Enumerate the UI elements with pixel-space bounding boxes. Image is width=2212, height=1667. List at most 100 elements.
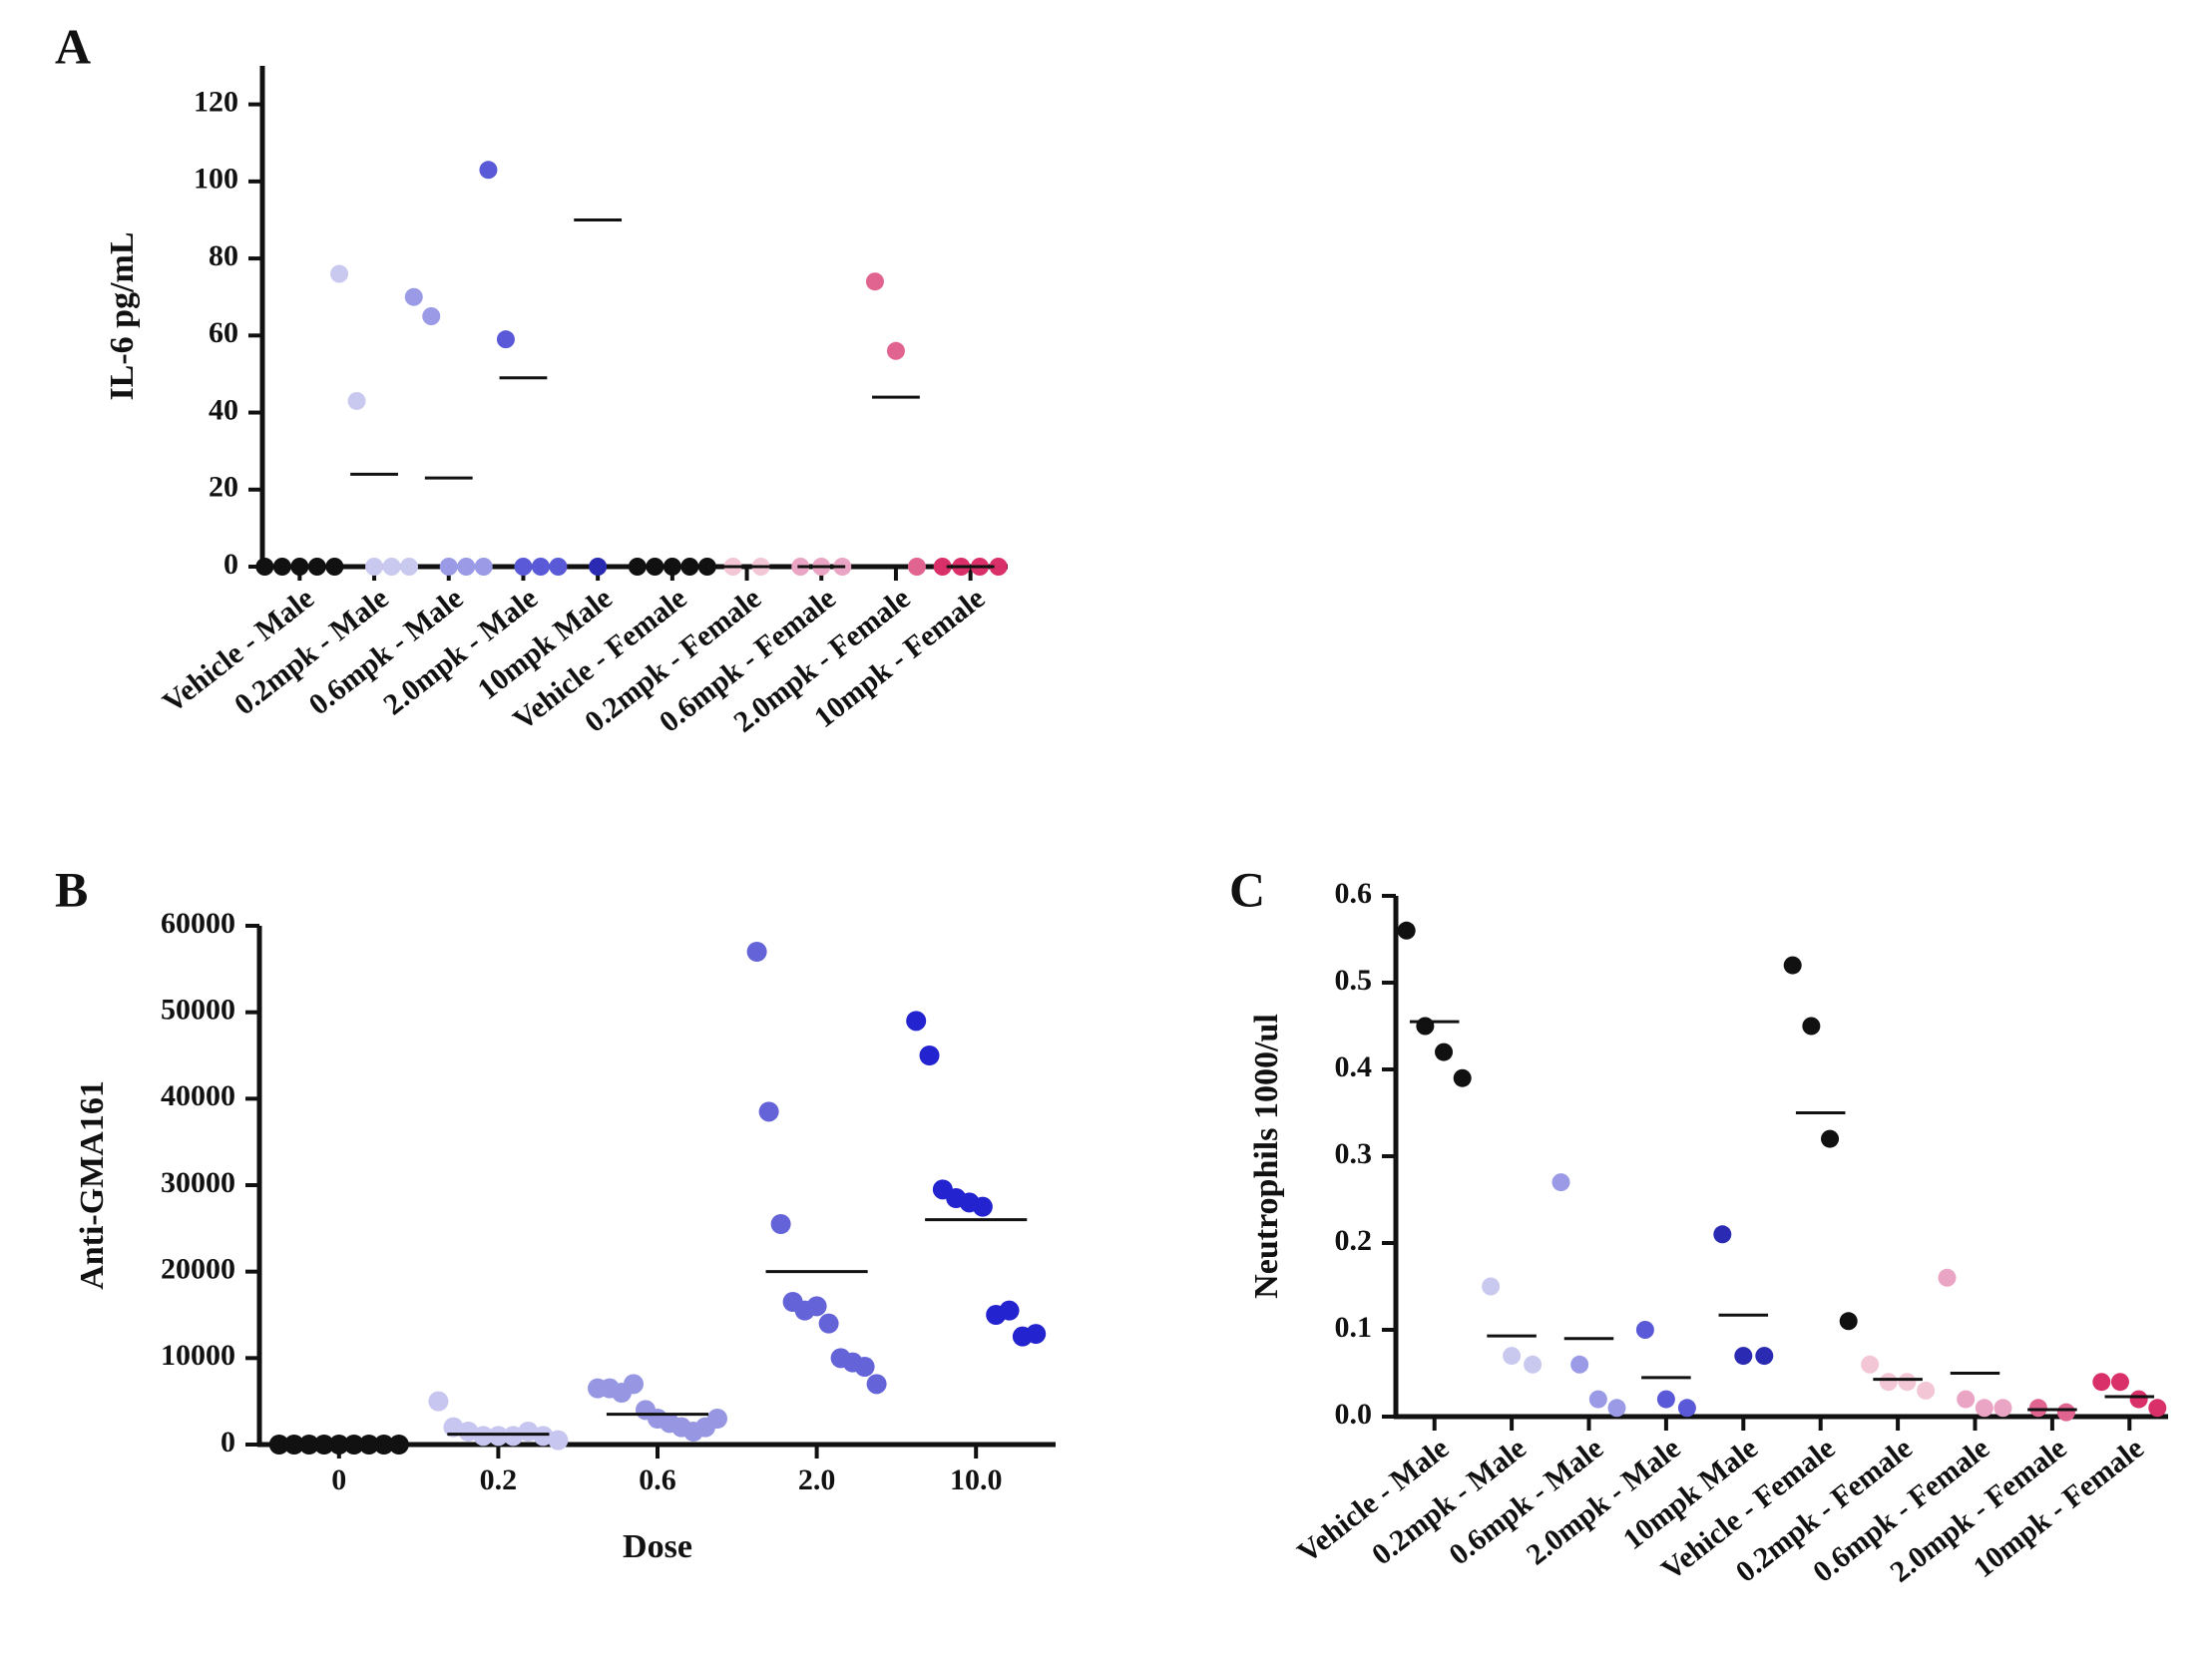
data-point [906,1011,927,1032]
data-point [443,1417,464,1438]
x-tick-label: 0.6 [639,1463,676,1496]
data-point [428,1391,449,1412]
data-point [907,558,926,576]
data-point [1713,1225,1732,1244]
y-tick-label: 0 [223,548,238,581]
data-point [2148,1399,2167,1418]
data-point [2056,1403,2075,1422]
data-point [404,287,423,306]
data-point [1435,1042,1454,1061]
data-point [1993,1399,2012,1418]
data-point [1755,1347,1774,1366]
data-point [589,558,608,576]
y-tick-label: 0.0 [1335,1398,1373,1431]
y-tick-label: 60 [209,316,238,349]
data-point [628,558,647,576]
data-point [746,942,767,962]
data-point [758,1101,779,1122]
x-axis-title: Dose [623,1528,692,1565]
data-point [400,558,419,576]
data-point [770,1214,791,1234]
data-point [2092,1373,2111,1392]
data-point [866,1374,887,1395]
data-point [479,161,498,180]
y-tick-label: 50000 [161,994,235,1027]
data-point [1588,1390,1607,1409]
data-point [697,558,716,576]
data-point [1656,1390,1675,1409]
data-point [1416,1017,1435,1036]
data-point [919,1045,940,1065]
data-point [457,558,476,576]
data-point [474,558,493,576]
data-point [1898,1373,1917,1392]
data-point [865,272,884,291]
data-point [1821,1129,1840,1148]
y-tick-label: 20 [209,471,238,504]
panel-label: A [55,18,91,74]
data-point [1839,1312,1858,1331]
data-point [1607,1399,1626,1418]
y-tick-label: 10000 [161,1339,235,1372]
y-tick-label: 40000 [161,1079,235,1112]
data-point [488,1426,509,1447]
data-point [533,1426,554,1447]
y-axis-title: Anti-GMA161 [74,1080,111,1290]
data-point [1861,1355,1880,1374]
data-point [255,558,274,576]
y-tick-label: 0.1 [1335,1311,1373,1344]
data-point [382,558,401,576]
data-point [1503,1347,1522,1366]
y-tick-label: 0.5 [1335,964,1373,997]
y-axis-title: IL-6 pg/mL [104,231,141,400]
data-point [933,558,952,576]
data-point [473,1426,494,1447]
data-point [549,558,568,576]
y-tick-label: 40 [209,393,238,426]
y-tick-label: 60000 [161,907,235,940]
panel-label: B [55,861,88,917]
data-point [818,1313,839,1334]
data-point [1938,1268,1957,1287]
data-point [886,341,905,360]
data-point [268,1435,289,1455]
data-point [1482,1277,1501,1296]
panel-label: C [1229,861,1265,917]
data-point [1453,1068,1472,1087]
data-point [1734,1347,1753,1366]
y-tick-label: 30000 [161,1166,235,1199]
data-point [518,1422,539,1442]
y-tick-label: 0.6 [1335,877,1373,910]
data-point [458,1422,479,1442]
data-point [707,1409,727,1429]
data-point [1783,956,1802,975]
data-point [503,1426,524,1447]
data-point [1677,1399,1696,1418]
y-tick-label: 0.2 [1335,1224,1373,1257]
data-point [365,558,384,576]
data-point [2110,1373,2129,1392]
y-tick-label: 0.4 [1335,1050,1373,1083]
data-point [548,1430,569,1451]
data-point [1570,1355,1589,1374]
data-point [999,1300,1020,1321]
x-tick-label: 2.0 [798,1463,836,1496]
data-point [2028,1399,2047,1418]
data-point [2129,1390,2148,1409]
data-point [806,1296,827,1317]
data-point [1917,1381,1936,1400]
data-point [531,558,550,576]
data-point [972,1196,993,1217]
data-point [388,1435,409,1455]
y-tick-label: 0 [221,1426,235,1459]
data-point [347,391,366,410]
data-point [1802,1017,1821,1036]
y-tick-label: 120 [194,86,238,119]
x-tick-label: 10.0 [950,1463,1003,1496]
data-point [1975,1399,1993,1418]
data-point [439,558,458,576]
x-tick-label: 0 [331,1463,346,1496]
x-tick-label: 0.2 [480,1463,518,1496]
data-point [854,1357,875,1377]
